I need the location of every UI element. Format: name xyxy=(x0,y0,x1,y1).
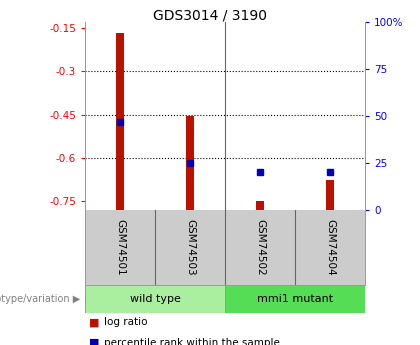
Text: GSM74503: GSM74503 xyxy=(185,219,195,276)
Bar xyxy=(116,33,124,210)
Text: GDS3014 / 3190: GDS3014 / 3190 xyxy=(153,9,267,23)
Text: GSM74504: GSM74504 xyxy=(325,219,335,276)
Bar xyxy=(256,201,264,210)
Text: GSM74502: GSM74502 xyxy=(255,219,265,276)
Text: genotype/variation ▶: genotype/variation ▶ xyxy=(0,294,80,304)
Text: GSM74501: GSM74501 xyxy=(115,219,125,276)
Bar xyxy=(85,285,225,313)
Text: ■: ■ xyxy=(89,338,100,345)
Bar xyxy=(326,180,334,210)
Text: log ratio: log ratio xyxy=(104,317,147,327)
Text: ■: ■ xyxy=(89,317,100,327)
Text: percentile rank within the sample: percentile rank within the sample xyxy=(104,338,280,345)
Text: wild type: wild type xyxy=(129,294,181,304)
Text: mmi1 mutant: mmi1 mutant xyxy=(257,294,333,304)
Bar xyxy=(225,285,365,313)
Bar xyxy=(186,116,194,210)
